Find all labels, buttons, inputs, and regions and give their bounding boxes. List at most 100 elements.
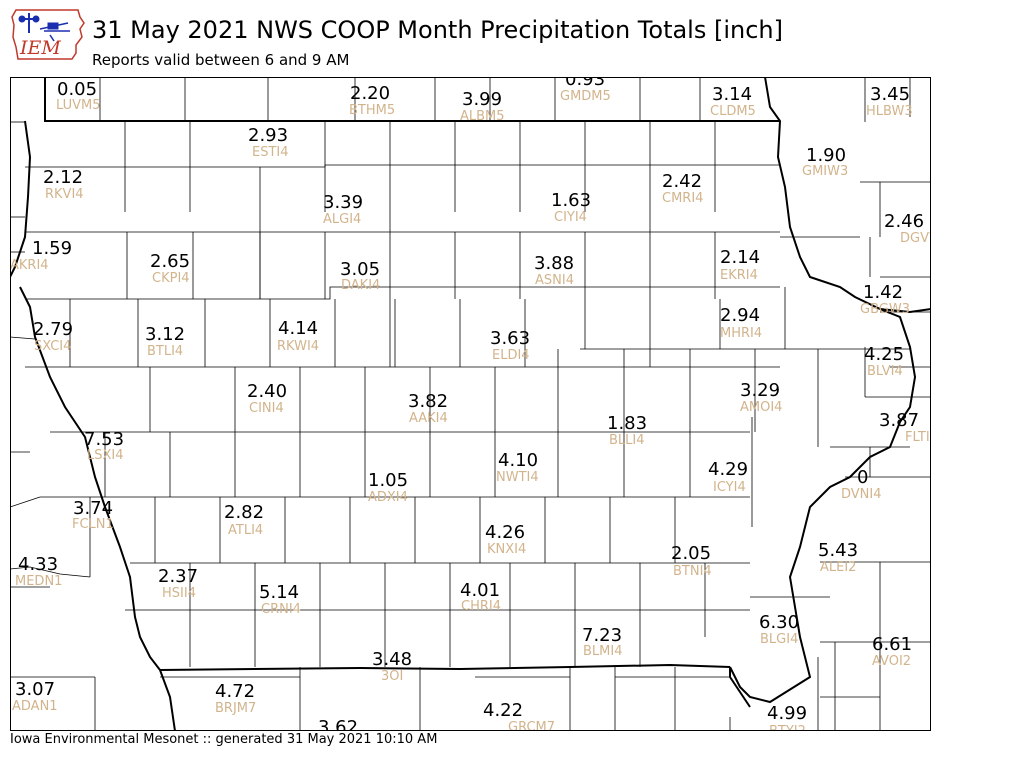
station-value: 3.07 [15, 679, 55, 700]
station-value: 4.26 [485, 522, 525, 543]
station-id: RKVI4 [45, 187, 84, 202]
station-value: 3.63 [490, 328, 530, 349]
station-id: DGVW3 [900, 231, 931, 246]
station-value: 3.12 [145, 324, 185, 345]
station-id: GRCM7 [508, 720, 555, 731]
station-value: 3.48 [372, 649, 412, 670]
station-value: 4.14 [278, 318, 318, 339]
station-id: MHRI4 [720, 326, 762, 341]
station-id: ALBM5 [460, 109, 505, 124]
station-id: GBGW3 [860, 302, 910, 317]
station-value: 1.42 [863, 282, 903, 303]
station-value: 2.40 [247, 381, 287, 402]
iowa-state-outline-icon [11, 9, 85, 60]
station-value: 3.05 [340, 259, 380, 280]
station-value: 5.14 [259, 582, 299, 603]
station-id: SXCI4 [34, 339, 71, 354]
station-id: CRNI4 [261, 602, 301, 617]
station-value: 5.43 [818, 540, 858, 561]
map-title: 31 May 2021 NWS COOP Month Precipitation… [92, 16, 783, 44]
station-value: 2.93 [248, 125, 288, 146]
station-id: LUVM5 [56, 98, 101, 113]
station-id: BTYI2 [769, 724, 806, 731]
station-id: BTNI4 [673, 564, 712, 579]
station-id: AAKI4 [409, 411, 448, 426]
station-value: 1.90 [806, 145, 846, 166]
station-id: BLGI4 [760, 632, 798, 647]
station-id: CMRI4 [662, 191, 703, 206]
station-value: 0 [857, 467, 868, 488]
county-boundaries [10, 77, 931, 731]
station-id: ADAN1 [12, 699, 58, 714]
station-id: BLLI4 [609, 433, 645, 448]
station-value: 1.83 [607, 413, 647, 434]
station-value: 4.22 [483, 700, 523, 721]
iem-logo: IEM [11, 9, 85, 60]
station-id: CLDM5 [710, 104, 756, 119]
station-id: CHRI4 [461, 599, 501, 614]
station-id: FCLN1 [72, 517, 114, 532]
station-value: 3.39 [323, 192, 363, 213]
station-value: 3.29 [740, 380, 780, 401]
station-id: FLTI2 [905, 430, 931, 445]
station-id: GMDM5 [560, 89, 611, 104]
map-subtitle: Reports valid between 6 and 9 AM [92, 51, 350, 69]
weather-station-icon [18, 13, 70, 42]
station-value: 2.05 [671, 543, 711, 564]
map-frame [10, 77, 931, 731]
station-value: 1.59 [32, 238, 72, 259]
station-value: 2.94 [720, 305, 760, 326]
station-value: 4.10 [498, 450, 538, 471]
station-value: 2.65 [150, 251, 190, 272]
station-id: 3OI [381, 669, 403, 684]
state-boundaries [10, 77, 931, 731]
station-value: 3.82 [408, 391, 448, 412]
station-id: CIYI4 [554, 210, 587, 225]
station-id: DAKI4 [341, 278, 380, 293]
station-value: 4.29 [708, 459, 748, 480]
station-value: 2.46 [884, 211, 924, 232]
station-id: ATLI4 [228, 523, 263, 538]
station-value: 3.74 [73, 498, 113, 519]
station-value: 3.88 [534, 253, 574, 274]
station-value: 4.99 [767, 703, 807, 724]
station-value: 2.42 [662, 171, 702, 192]
station-value: 2.20 [350, 83, 390, 104]
station-id: BLMI4 [583, 644, 622, 659]
station-id: ESTI4 [252, 145, 289, 160]
station-value: 0.05 [57, 79, 97, 100]
station-value: 3.99 [462, 89, 502, 110]
station-id: KNXI4 [487, 542, 526, 557]
station-id: HSII4 [162, 586, 196, 601]
station-id: BRJM7 [215, 701, 256, 716]
station-value: 3.14 [712, 84, 752, 105]
station-value: 6.61 [872, 634, 912, 655]
station-id: AMOI4 [740, 400, 782, 415]
station-value: 4.33 [18, 554, 58, 575]
station-value: 2.37 [158, 566, 198, 587]
station-id: ADXI4 [368, 490, 408, 505]
station-value: 2.79 [33, 319, 73, 340]
logo-text: IEM [19, 37, 61, 59]
station-value: 1.05 [368, 470, 408, 491]
station-id: MEDN1 [15, 574, 62, 589]
station-id: CINI4 [249, 401, 284, 416]
station-value: 3.87 [879, 410, 919, 431]
station-value: 4.25 [864, 344, 904, 365]
station-value: 4.01 [460, 580, 500, 601]
station-value: 2.82 [224, 502, 264, 523]
station-id: BLVI4 [867, 364, 903, 379]
station-id: AVOI2 [872, 654, 911, 669]
station-id: BTHM5 [349, 103, 395, 118]
station-id: BTLI4 [147, 344, 183, 359]
station-id: NWTI4 [496, 470, 539, 485]
footer-credit: Iowa Environmental Mesonet :: generated … [10, 732, 438, 747]
station-value: 6.30 [759, 612, 799, 633]
station-id: ELDI4 [492, 348, 530, 363]
station-value: 7.23 [582, 625, 622, 646]
station-id: ALEI2 [820, 560, 856, 575]
station-id: ALGI4 [323, 212, 361, 227]
station-id: RKWI4 [277, 339, 319, 354]
station-value: 3.45 [870, 84, 910, 105]
station-id: GMIW3 [802, 164, 848, 179]
